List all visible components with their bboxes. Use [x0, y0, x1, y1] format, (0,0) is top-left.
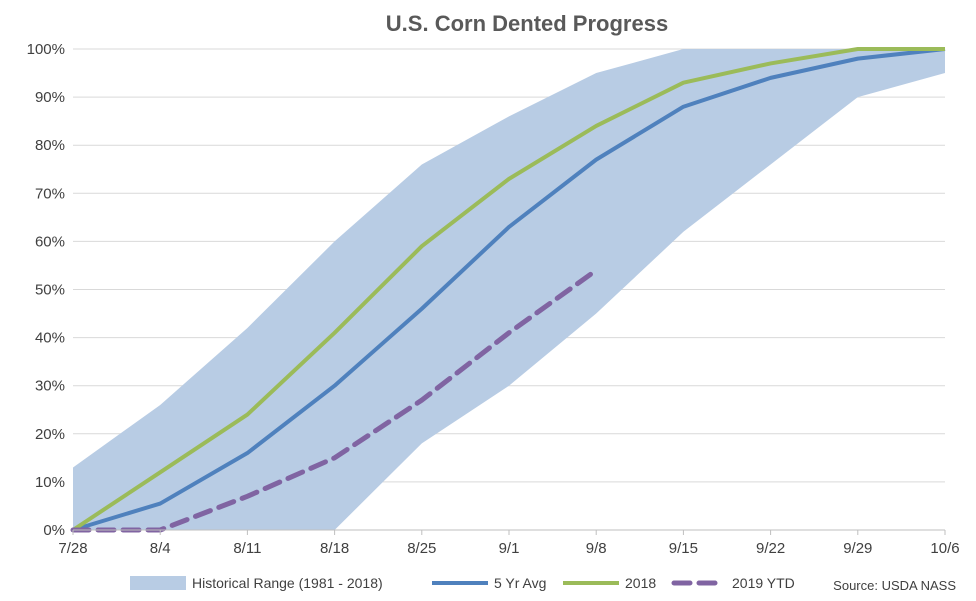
source-note: Source: USDA NASS	[833, 578, 956, 593]
y-tick-label: 70%	[35, 185, 65, 202]
legend-label-2019-ytd: 2019 YTD	[732, 575, 795, 591]
legend-label-2018: 2018	[625, 575, 656, 591]
historical-range-band	[73, 49, 945, 530]
axes: 0% 10% 20% 30% 40% 50% 60% 70% 80% 90% 100% 7/28 8/4…	[27, 41, 960, 557]
y-tick-label: 10%	[35, 474, 65, 491]
y-tick-label: 100%	[27, 41, 65, 58]
y-tick-label: 0%	[43, 522, 65, 539]
legend-swatch-historical-range	[130, 576, 186, 590]
x-tick-label: 8/11	[233, 540, 261, 557]
chart-title: U.S. Corn Dented Progress	[386, 11, 668, 36]
x-tick-label: 7/28	[58, 540, 87, 557]
x-tick-label: 9/29	[843, 540, 872, 557]
x-tick-label: 10/6	[930, 540, 959, 557]
series-line-2018	[71, 47, 945, 532]
y-tick-label: 60%	[35, 233, 65, 250]
y-tick-label: 80%	[35, 137, 65, 154]
y-tick-label: 40%	[35, 330, 65, 347]
y-tick-label: 50%	[35, 282, 65, 299]
x-tick-label: 8/18	[320, 540, 349, 557]
x-tick-label: 9/15	[669, 540, 698, 557]
x-tick-label: 8/4	[150, 540, 171, 557]
series-line-5-yr-avg	[72, 47, 946, 532]
y-tick-label: 20%	[35, 426, 65, 443]
legend: Historical Range (1981 - 2018) 5 Yr Avg 20…	[130, 575, 795, 591]
x-tick-label: 9/8	[586, 540, 607, 557]
historical-range-area	[73, 49, 945, 530]
x-tick-label: 9/22	[756, 540, 785, 557]
legend-label-5-yr-avg: 5 Yr Avg	[494, 575, 546, 591]
legend-label-historical-range: Historical Range (1981 - 2018)	[192, 575, 383, 591]
x-tick-label: 9/1	[499, 540, 520, 557]
y-tick-label: 30%	[35, 378, 65, 395]
y-tick-label: 90%	[35, 89, 65, 106]
x-tick-label: 8/25	[407, 540, 436, 557]
